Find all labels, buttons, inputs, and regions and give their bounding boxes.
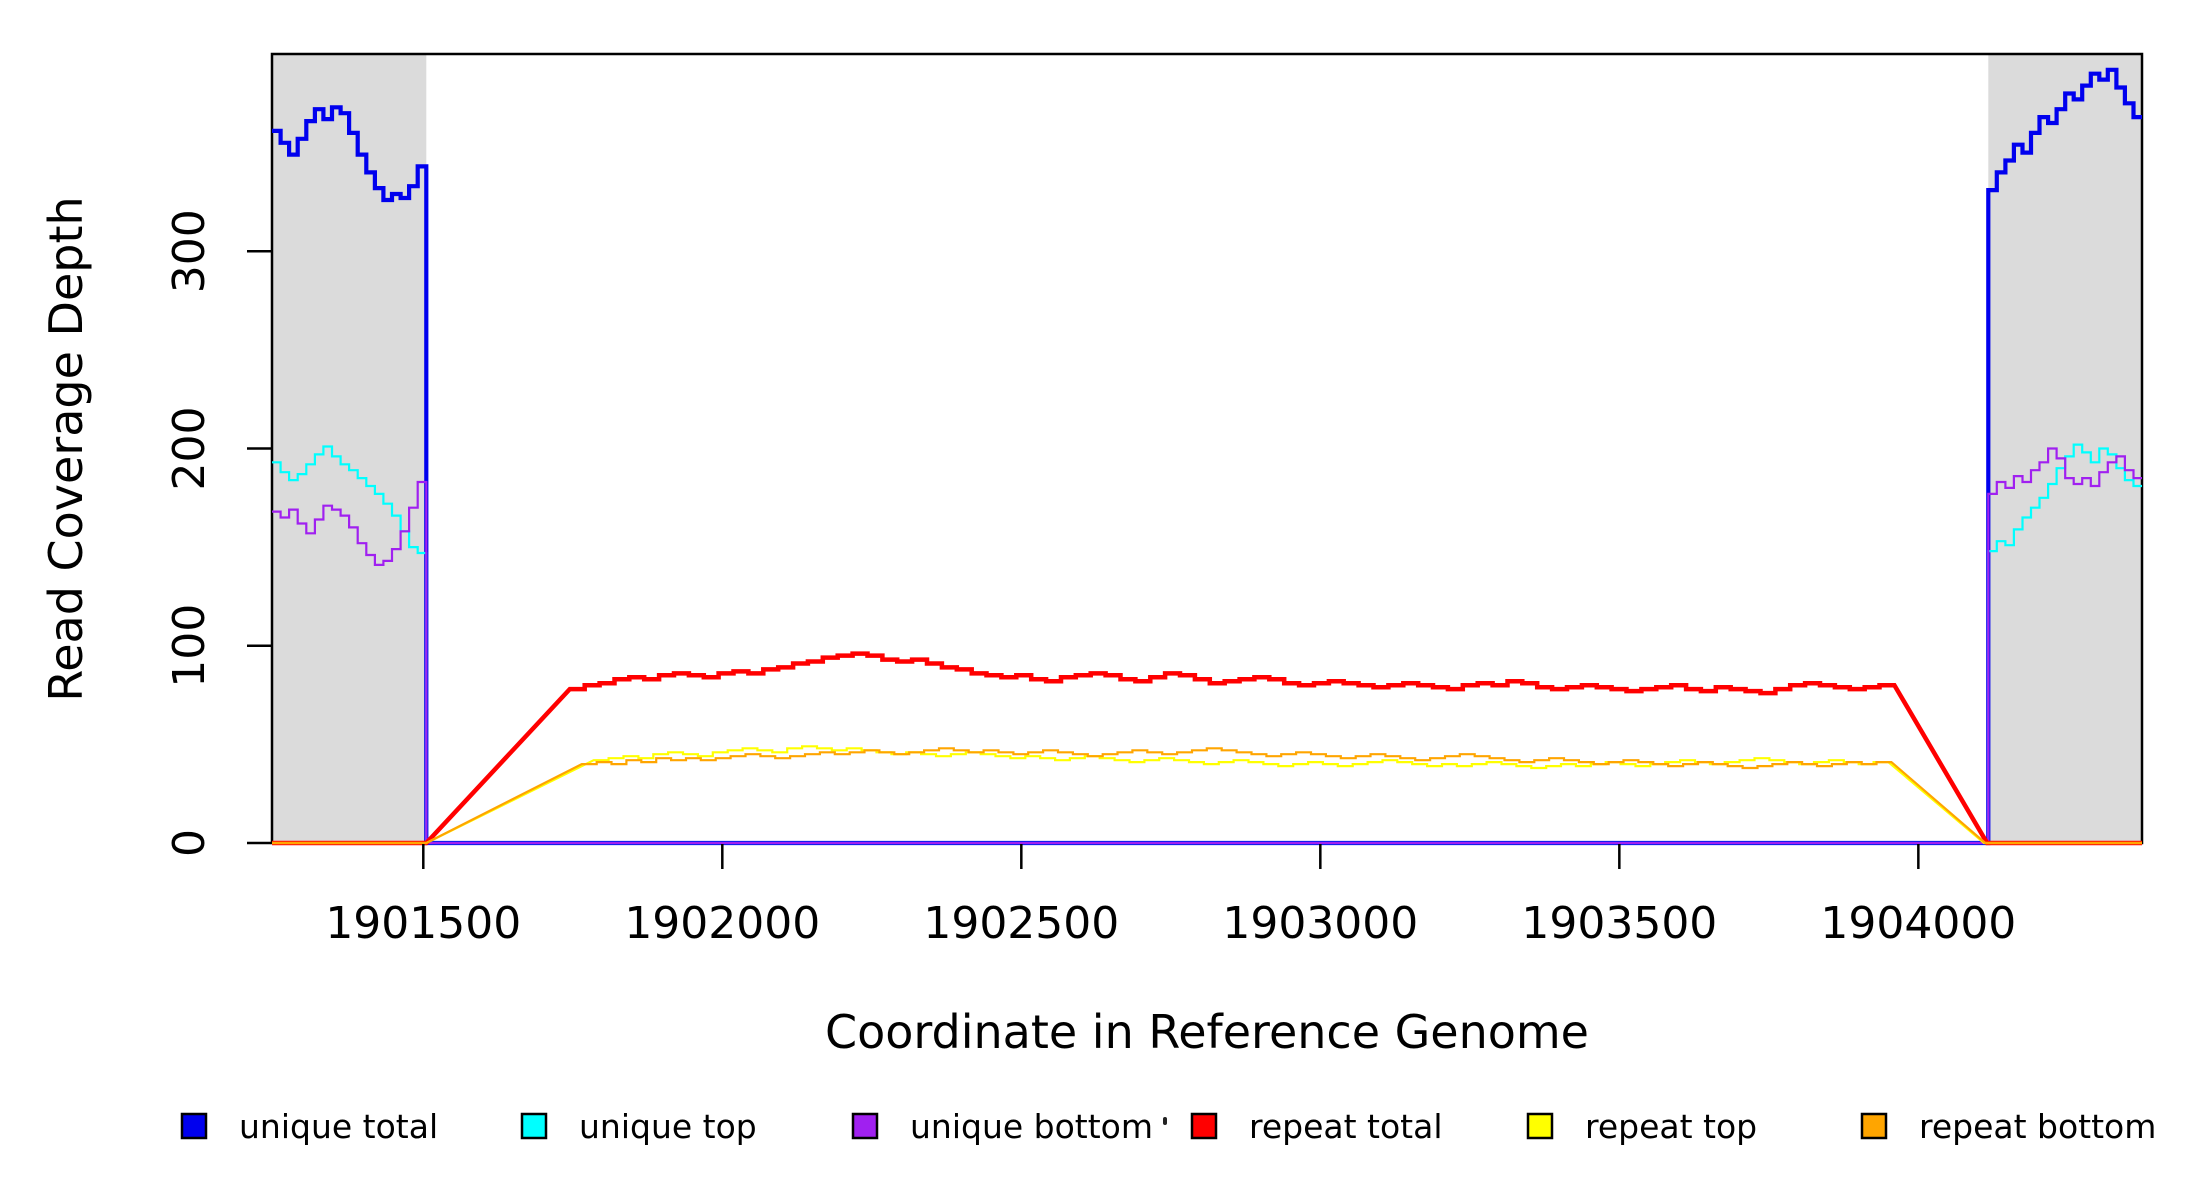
x-tick-label: 1903000 xyxy=(1222,898,1418,949)
y-axis-title: Read Coverage Depth xyxy=(39,196,93,701)
plot-border-box xyxy=(270,52,2144,845)
shaded-region-left xyxy=(272,54,427,843)
y-tick-label: 200 xyxy=(164,407,215,491)
series-line-unique-total xyxy=(272,67,2142,846)
legend-label-unique-bottom: unique bottom xyxy=(910,1107,1153,1146)
series-line-repeat-top xyxy=(272,745,2142,845)
legend-label-repeat-bottom: repeat bottom xyxy=(1919,1107,2156,1146)
series-line-repeat-bottom xyxy=(272,747,2142,845)
legend-swatch-unique-total xyxy=(180,1112,208,1140)
legend-swatch-repeat-top xyxy=(1526,1112,1554,1140)
legend-label-repeat-total: repeat total xyxy=(1249,1107,1443,1146)
shaded-region-right xyxy=(1988,54,2142,843)
legend-swatch-unique-bottom xyxy=(851,1112,879,1140)
legend-label-unique-total: unique total xyxy=(239,1107,438,1146)
series-line-repeat-total xyxy=(272,651,2142,846)
series-line-unique-bottom xyxy=(272,447,2142,845)
x-axis-title: Coordinate in Reference Genome xyxy=(825,1005,1589,1059)
legend-label-unique-top: unique top xyxy=(579,1107,757,1146)
x-tick-label: 1904000 xyxy=(1820,898,2016,949)
legend-label-repeat-top: repeat top xyxy=(1585,1107,1757,1146)
stray-dot-mark xyxy=(1163,1117,1167,1125)
x-tick-label: 1903500 xyxy=(1521,898,1717,949)
x-tick-label: 1902000 xyxy=(624,898,820,949)
y-tick-label: 100 xyxy=(164,604,215,688)
series-line-unique-top xyxy=(272,443,2142,845)
legend-swatch-repeat-bottom xyxy=(1860,1112,1888,1140)
legend-swatch-repeat-total xyxy=(1190,1112,1218,1140)
y-tick-label: 300 xyxy=(164,209,215,293)
x-tick-label: 1902500 xyxy=(923,898,1119,949)
y-tick-label: 0 xyxy=(164,829,215,857)
legend-swatch-unique-top xyxy=(520,1112,548,1140)
x-tick-label: 1901500 xyxy=(325,898,521,949)
